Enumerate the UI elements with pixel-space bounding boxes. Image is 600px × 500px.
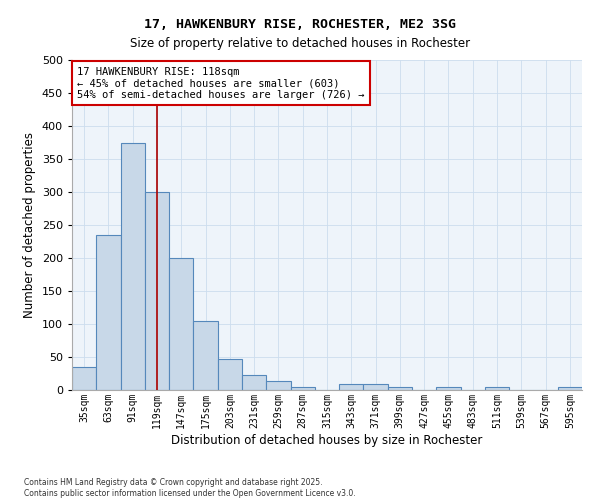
Bar [339,384,364,390]
Bar [485,388,509,390]
Y-axis label: Number of detached properties: Number of detached properties [23,132,36,318]
Bar [193,320,218,390]
Bar [388,388,412,390]
Text: 17, HAWKENBURY RISE, ROCHESTER, ME2 3SG: 17, HAWKENBURY RISE, ROCHESTER, ME2 3SG [144,18,456,30]
Bar [436,388,461,390]
Text: Contains HM Land Registry data © Crown copyright and database right 2025.
Contai: Contains HM Land Registry data © Crown c… [24,478,356,498]
Bar [558,388,582,390]
Bar [121,142,145,390]
Bar [96,235,121,390]
Bar [364,384,388,390]
Bar [290,388,315,390]
Text: 17 HAWKENBURY RISE: 118sqm
← 45% of detached houses are smaller (603)
54% of sem: 17 HAWKENBURY RISE: 118sqm ← 45% of deta… [77,66,365,100]
Bar [266,382,290,390]
Bar [72,367,96,390]
X-axis label: Distribution of detached houses by size in Rochester: Distribution of detached houses by size … [172,434,482,446]
Bar [169,258,193,390]
Bar [218,359,242,390]
Bar [145,192,169,390]
Text: Size of property relative to detached houses in Rochester: Size of property relative to detached ho… [130,38,470,51]
Bar [242,376,266,390]
